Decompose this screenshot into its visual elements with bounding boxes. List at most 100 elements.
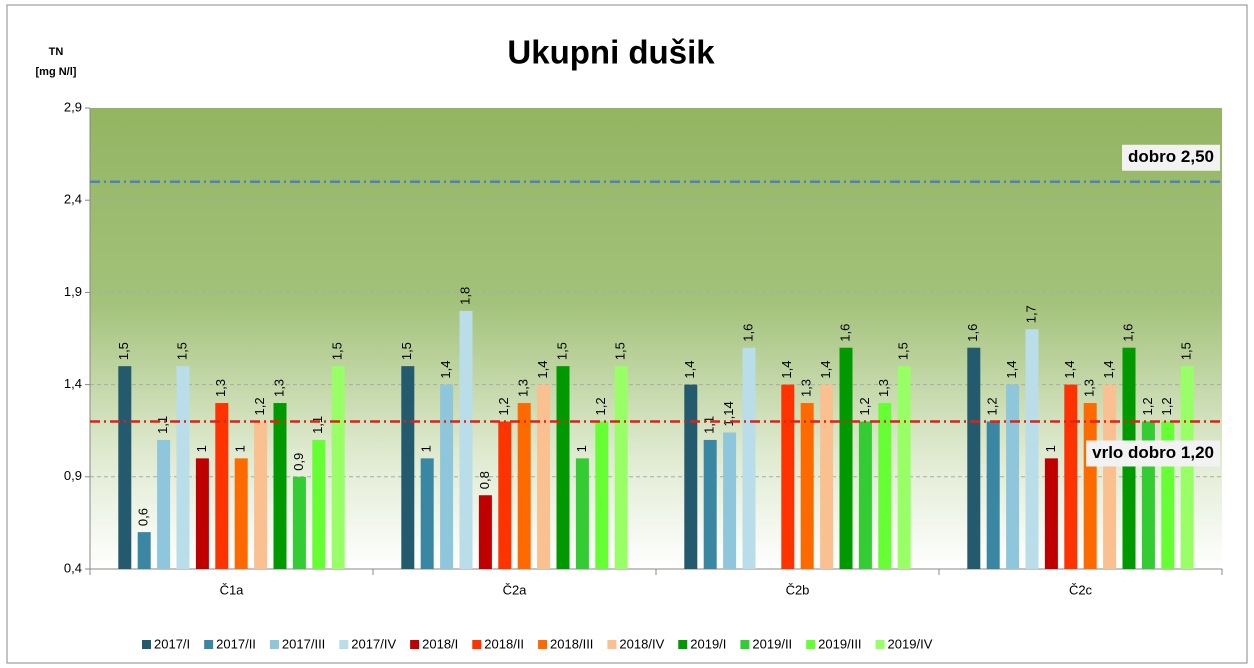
legend-swatch (678, 640, 688, 649)
bar (195, 458, 209, 569)
bar (1180, 366, 1194, 569)
value-label: 0,6 (136, 508, 151, 526)
legend-swatch (269, 640, 279, 649)
bar (703, 439, 717, 569)
bar (331, 366, 345, 569)
bar (215, 403, 229, 569)
value-label: 1 (233, 445, 248, 452)
value-label: 1,2 (593, 397, 608, 415)
value-label: 1,7 (1023, 305, 1038, 323)
legend-label: 2018/I (422, 636, 458, 651)
bar (820, 384, 834, 569)
bar (575, 458, 589, 569)
bar (157, 439, 171, 569)
bar (614, 366, 628, 569)
reference-label-box (1086, 440, 1220, 467)
bar (1103, 384, 1117, 569)
bar (537, 384, 551, 569)
value-label: 1,8 (457, 287, 472, 305)
legend-swatch (806, 640, 816, 649)
x-tick-label: Č1a (220, 582, 245, 597)
legend-label: 2019/IV (888, 636, 933, 651)
y-tick-label: 0,9 (64, 468, 82, 483)
value-label: 1,5 (399, 342, 414, 360)
x-tick-label: Č2c (1069, 582, 1093, 597)
bar (967, 347, 981, 569)
bar (292, 476, 306, 569)
bar (254, 421, 268, 569)
legend-label: 2019/I (690, 636, 726, 651)
bar (1083, 403, 1097, 569)
bar (986, 421, 1000, 569)
bar (312, 439, 326, 569)
value-label: 1,4 (779, 361, 794, 379)
y-tick-label: 2,4 (64, 192, 82, 207)
value-label: 1,4 (682, 361, 697, 379)
bar (1044, 458, 1058, 569)
legend-swatch (472, 640, 482, 649)
y-axis-label: [mg N/l] (36, 66, 77, 78)
value-label: 1,3 (271, 379, 286, 397)
bar (273, 403, 287, 569)
value-label: 1,4 (1004, 361, 1019, 379)
value-label: 1 (574, 445, 589, 452)
legend-label: 2018/IV (619, 636, 664, 651)
value-label: 1,5 (174, 342, 189, 360)
bar (1064, 384, 1078, 569)
bar (137, 532, 151, 569)
bar (781, 384, 795, 569)
value-label: 1,5 (896, 342, 911, 360)
y-tick-label: 0,4 (64, 560, 82, 575)
legend-label: 2017/II (216, 636, 256, 651)
value-label: 1,5 (554, 342, 569, 360)
bar (897, 366, 911, 569)
bar (459, 310, 473, 569)
bar (556, 366, 570, 569)
value-label: 1,3 (213, 379, 228, 397)
value-label: 1,5 (1179, 342, 1194, 360)
bar (878, 403, 892, 569)
legend-swatch (410, 640, 420, 649)
bar (420, 458, 434, 569)
value-label: 1,2 (252, 397, 267, 415)
legend-label: 2017/I (154, 636, 190, 651)
value-label: 1,3 (1082, 379, 1097, 397)
bar (858, 421, 872, 569)
legend-swatch (607, 640, 617, 649)
x-tick-label: Č2a (503, 582, 528, 597)
value-label: 1,5 (613, 342, 628, 360)
value-label: 0,9 (291, 453, 306, 471)
bar (742, 347, 756, 569)
y-axis-label: TN (49, 46, 64, 58)
value-label: 1 (1043, 445, 1058, 452)
legend-swatch (204, 640, 214, 649)
legend-label: 2017/IV (351, 636, 396, 651)
legend-label: 2017/III (282, 636, 325, 651)
bar (118, 366, 132, 569)
y-tick-label: 2,9 (64, 99, 82, 114)
value-label: 1,6 (837, 324, 852, 342)
bar (498, 421, 512, 569)
bar (839, 347, 853, 569)
legend-label: 2018/II (484, 636, 524, 651)
value-label: 0,8 (477, 471, 492, 489)
value-label: 1 (194, 445, 209, 452)
bar (800, 403, 814, 569)
value-label: 1,4 (535, 361, 550, 379)
value-label: 1,5 (330, 342, 345, 360)
value-label: 1,1 (702, 416, 717, 434)
bar (176, 366, 190, 569)
value-label: 1,4 (438, 361, 453, 379)
value-label: 1,1 (310, 416, 325, 434)
legend-swatch (538, 640, 548, 649)
reference-label: dobro 2,50 (1128, 147, 1214, 166)
chart-title: Ukupni dušik (507, 34, 715, 71)
value-label: 1,3 (516, 379, 531, 397)
legend-swatch (142, 640, 151, 649)
bar (234, 458, 248, 569)
value-label: 1,4 (818, 361, 833, 379)
legend-label: 2019/III (818, 636, 861, 651)
legend-swatch (875, 640, 885, 649)
bar (684, 384, 698, 569)
